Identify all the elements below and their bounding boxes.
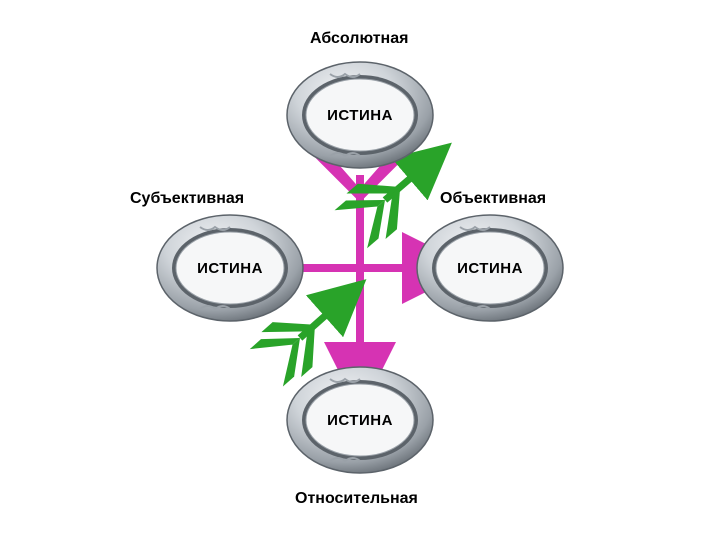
- medallion-top: ИСТИНА: [285, 60, 435, 170]
- medallion-right: ИСТИНА: [415, 213, 565, 323]
- medallion-top-text: ИСТИНА: [285, 60, 435, 170]
- medallion-bottom-text: ИСТИНА: [285, 365, 435, 475]
- arrow-green-lower: [300, 307, 335, 338]
- medallion-bottom: ИСТИНА: [285, 365, 435, 475]
- diagram-stage: Абсолютная Субъективная Объективная Отно…: [0, 0, 720, 540]
- arrow-green-upper: [385, 170, 420, 200]
- medallion-right-text: ИСТИНА: [415, 213, 565, 323]
- medallion-left: ИСТИНА: [155, 213, 305, 323]
- medallion-left-text: ИСТИНА: [155, 213, 305, 323]
